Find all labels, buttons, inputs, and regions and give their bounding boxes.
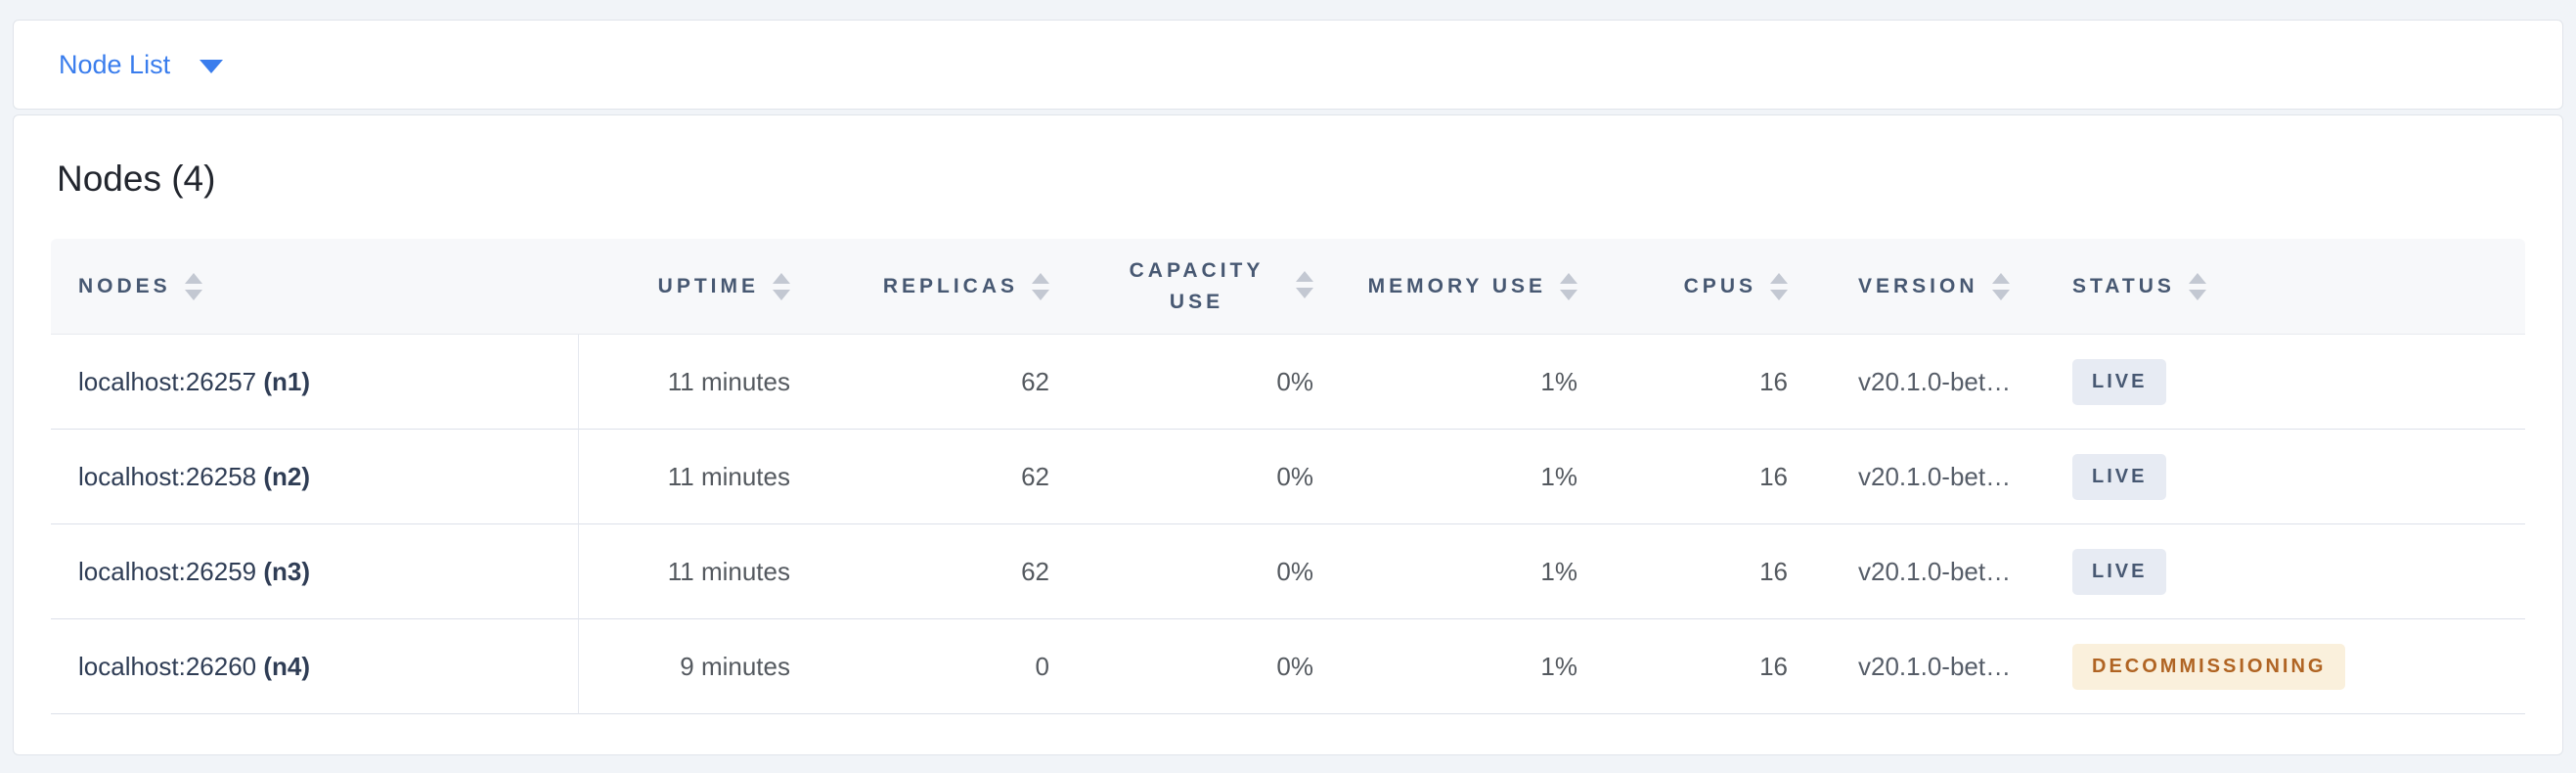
table-row: localhost:26259 (n3) 11 minutes 62 0% 1% 16 v2… <box>51 524 2525 619</box>
status-badge: LIVE <box>2072 358 2167 405</box>
nodes-card: Nodes (4) NODES UPTIME REPLICAS CAPACITY US… <box>13 114 2563 755</box>
node-id: (n2) <box>263 461 311 491</box>
cell-cpus: 16 <box>1601 335 1811 430</box>
column-header-replicas[interactable]: REPLICAS <box>814 239 1073 335</box>
cell-version: v20.1.0-bet… <box>1811 524 2061 619</box>
view-dropdown-label: Node List <box>59 49 171 79</box>
node-id: (n4) <box>263 651 311 681</box>
status-badge: LIVE <box>2072 548 2167 595</box>
column-label-nodes: NODES <box>78 274 171 297</box>
cell-status: LIVE <box>2061 335 2525 430</box>
cell-cpus: 16 <box>1601 430 1811 524</box>
table-row: localhost:26258 (n2) 11 minutes 62 0% 1% 16 v2… <box>51 430 2525 524</box>
table-header: NODES UPTIME REPLICAS CAPACITY USE MEMORY US… <box>51 239 2525 335</box>
sort-arrows-icon[interactable] <box>1296 271 1313 298</box>
sort-arrows-icon[interactable] <box>1032 272 1049 300</box>
view-dropdown[interactable]: Node List <box>59 49 224 80</box>
nodes-table: NODES UPTIME REPLICAS CAPACITY USE MEMORY US… <box>51 239 2525 714</box>
cell-status: LIVE <box>2061 524 2525 619</box>
column-header-cpus[interactable]: CPUS <box>1601 239 1811 335</box>
cell-status: LIVE <box>2061 430 2525 524</box>
sort-arrows-icon[interactable] <box>773 272 790 300</box>
node-address[interactable]: localhost:26257 <box>78 366 264 396</box>
cell-nodes: localhost:26260 (n4) <box>51 619 579 714</box>
cell-version: v20.1.0-bet… <box>1811 619 2061 714</box>
cell-nodes: localhost:26257 (n1) <box>51 335 579 430</box>
cell-version: v20.1.0-bet… <box>1811 430 2061 524</box>
table-row: localhost:26260 (n4) 9 minutes 0 0% 1% 16 v20.… <box>51 619 2525 714</box>
cell-memory_use: 1% <box>1337 335 1601 430</box>
column-label-memory_use: MEMORY USE <box>1367 274 1546 297</box>
column-label-status: STATUS <box>2072 274 2175 297</box>
sort-arrows-icon[interactable] <box>1991 272 2010 300</box>
column-header-memory_use[interactable]: MEMORY USE <box>1337 239 1601 335</box>
cell-cpus: 16 <box>1601 619 1811 714</box>
cell-version: v20.1.0-bet… <box>1811 335 2061 430</box>
column-label-capacity_use: CAPACITY USE <box>1129 259 1265 313</box>
chevron-down-icon <box>200 60 224 73</box>
cell-memory_use: 1% <box>1337 619 1601 714</box>
column-header-capacity_use[interactable]: CAPACITY USE <box>1073 239 1337 335</box>
cell-uptime: 11 minutes <box>579 335 814 430</box>
cell-replicas: 62 <box>814 524 1073 619</box>
view-selector-bar: Node List <box>13 20 2563 110</box>
node-address[interactable]: localhost:26260 <box>78 651 264 681</box>
column-label-cpus: CPUS <box>1683 274 1756 297</box>
status-badge: DECOMMISSIONING <box>2072 643 2346 690</box>
node-address[interactable]: localhost:26259 <box>78 556 264 586</box>
cell-status: DECOMMISSIONING <box>2061 619 2525 714</box>
cell-nodes: localhost:26258 (n2) <box>51 430 579 524</box>
column-header-status[interactable]: STATUS <box>2061 239 2525 335</box>
column-header-uptime[interactable]: UPTIME <box>579 239 814 335</box>
cell-capacity_use: 0% <box>1073 335 1337 430</box>
node-id: (n3) <box>263 556 311 586</box>
node-address[interactable]: localhost:26258 <box>78 461 264 491</box>
cell-capacity_use: 0% <box>1073 524 1337 619</box>
cell-nodes: localhost:26259 (n3) <box>51 524 579 619</box>
table-row: localhost:26257 (n1) 11 minutes 62 0% 1% 16 v2… <box>51 335 2525 430</box>
cell-uptime: 11 minutes <box>579 524 814 619</box>
sort-arrows-icon[interactable] <box>1560 272 1577 300</box>
cell-memory_use: 1% <box>1337 430 1601 524</box>
cell-replicas: 62 <box>814 430 1073 524</box>
column-label-version: VERSION <box>1858 274 1978 297</box>
cell-capacity_use: 0% <box>1073 619 1337 714</box>
column-label-replicas: REPLICAS <box>882 274 1018 297</box>
column-header-version[interactable]: VERSION <box>1811 239 2061 335</box>
cell-cpus: 16 <box>1601 524 1811 619</box>
cell-capacity_use: 0% <box>1073 430 1337 524</box>
sort-arrows-icon[interactable] <box>184 272 202 300</box>
cell-memory_use: 1% <box>1337 524 1601 619</box>
cell-uptime: 9 minutes <box>579 619 814 714</box>
status-badge: LIVE <box>2072 453 2167 500</box>
column-header-nodes[interactable]: NODES <box>51 239 579 335</box>
sort-arrows-icon[interactable] <box>1770 272 1788 300</box>
column-label-uptime: UPTIME <box>657 274 759 297</box>
cell-replicas: 0 <box>814 619 1073 714</box>
node-id: (n1) <box>263 366 311 396</box>
cell-replicas: 62 <box>814 335 1073 430</box>
sort-arrows-icon[interactable] <box>2188 272 2206 300</box>
cell-uptime: 11 minutes <box>579 430 814 524</box>
page-title: Nodes (4) <box>57 159 216 199</box>
